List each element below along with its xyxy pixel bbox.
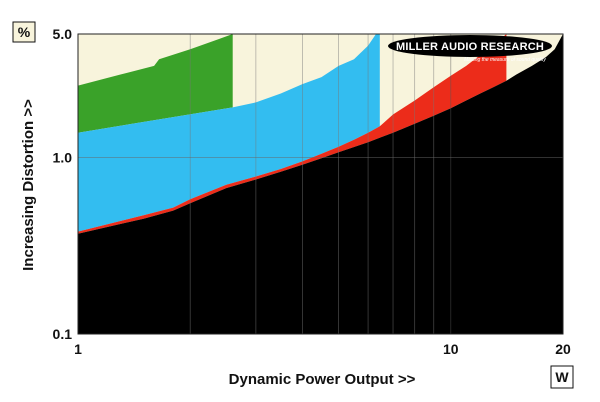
area-black: [78, 34, 563, 334]
x-tick-label: 1: [74, 341, 82, 357]
gridlines: [78, 34, 563, 334]
y-unit-box: %: [12, 21, 36, 43]
x-unit-box: W: [550, 365, 574, 389]
series-areas: [78, 34, 563, 334]
y-tick-label: 0.1: [53, 326, 73, 342]
y-tick-label: 1.0: [53, 149, 73, 165]
y-axis-label: Increasing Distortion >>: [20, 99, 37, 271]
plot-frame: [77, 33, 564, 335]
x-tick-label: 10: [443, 341, 459, 357]
logo: MILLER AUDIO RESEARCH Making the measure…: [388, 35, 552, 63]
logo-title: MILLER AUDIO RESEARCH: [396, 41, 544, 53]
y-tick-label: 5.0: [53, 26, 73, 42]
x-unit-label: W: [555, 369, 569, 385]
y-unit-label: %: [18, 24, 31, 40]
logo-tagline: Making the measure of sound quality: [464, 57, 546, 63]
x-tick-label: 20: [555, 341, 571, 357]
y-tick-labels: 0.1 1.0 5.0: [53, 26, 73, 342]
area-green: [78, 34, 233, 133]
x-tick-labels: 1 10 20: [74, 341, 571, 357]
x-axis-label: Dynamic Power Output >>: [229, 371, 416, 388]
area-blue: [78, 34, 380, 232]
